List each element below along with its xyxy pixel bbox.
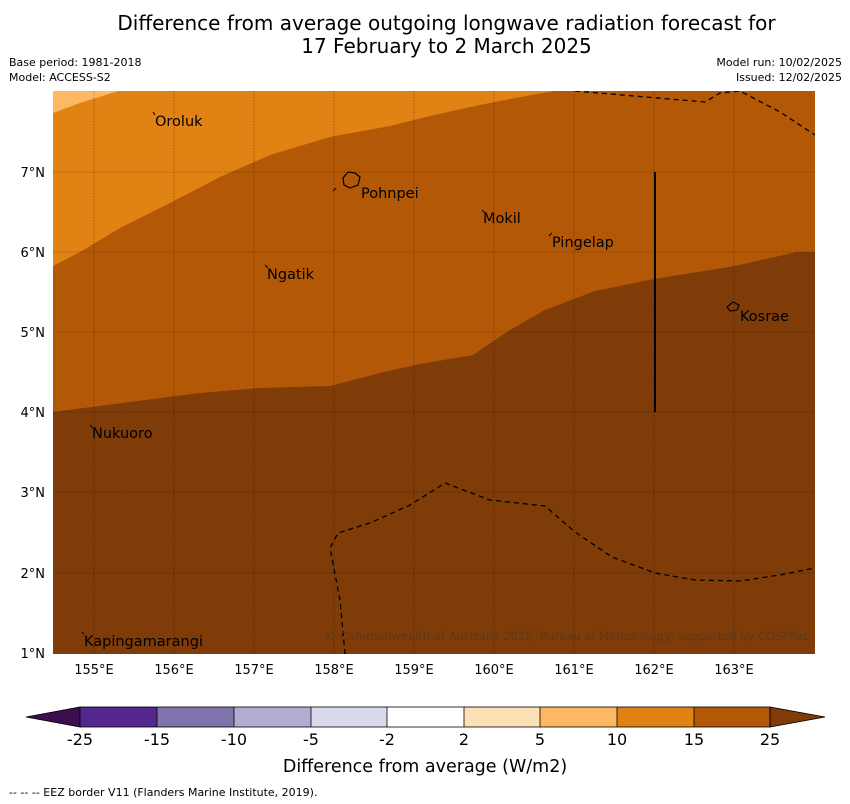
colorbar-bin-3 — [234, 707, 311, 727]
x-tick-156: 156°E — [154, 663, 194, 678]
colorbar: -25 -15 -10 -5 -2 2 5 10 15 25 Differenc… — [25, 706, 826, 777]
cb-tick-neg10: -10 — [221, 730, 247, 749]
cb-tick-10: 10 — [607, 730, 627, 749]
title-line-2: 17 February to 2 March 2025 — [301, 34, 592, 58]
colorbar-bin-5 — [387, 707, 464, 727]
colorbar-bin-8 — [617, 707, 694, 727]
colorbar-above-arrow — [769, 706, 826, 728]
cb-tick-neg2: -2 — [379, 730, 395, 749]
x-tick-159: 159°E — [394, 663, 434, 678]
label-oroluk: Oroluk — [155, 114, 203, 130]
map-area: Oroluk Pohnpei Mokil Pingelap Ngatik Kos… — [53, 91, 815, 654]
colorbar-bin-4 — [311, 707, 387, 727]
x-tick-158: 158°E — [314, 663, 354, 678]
region-10-15-ne — [555, 91, 815, 99]
colorbar-bin-2 — [157, 707, 234, 727]
x-tick-157: 157°E — [234, 663, 274, 678]
atoll-marks — [81, 111, 553, 635]
label-pingelap: Pingelap — [552, 235, 614, 251]
map-title: Difference from average outgoing longwav… — [0, 12, 850, 58]
cb-tick-25: 25 — [760, 730, 780, 749]
x-tick-162: 162°E — [634, 663, 674, 678]
colorbar-below-arrow — [25, 706, 81, 728]
model-name: Model: ACCESS-S2 — [9, 71, 111, 84]
model-run: Model run: 10/02/2025 — [716, 56, 842, 69]
y-tick-6n: 6°N — [21, 246, 46, 261]
y-tick-1n: 1°N — [21, 647, 46, 662]
y-tick-5n: 5°N — [21, 326, 46, 341]
eez-borders — [329, 91, 815, 654]
copyright-note: © Commonwealth of Australia 2025, Bureau… — [325, 629, 809, 643]
y-tick-2n: 2°N — [21, 567, 46, 582]
label-pohnpei: Pohnpei — [361, 186, 419, 202]
y-tick-3n: 3°N — [21, 486, 46, 501]
title-line-1: Difference from average outgoing longwav… — [117, 11, 776, 35]
graticule — [53, 91, 815, 654]
y-axis: 7°N 6°N 5°N 4°N 3°N 2°N 1°N — [21, 166, 46, 662]
region-15-25 — [53, 91, 815, 412]
label-nukuoro: Nukuoro — [92, 426, 153, 442]
x-axis: 155°E 156°E 157°E 158°E 159°E 160°E 161°… — [74, 663, 754, 678]
cb-tick-2: 2 — [459, 730, 469, 749]
y-tick-4n: 4°N — [21, 406, 46, 421]
meta-right: Model run: 10/02/2025 Issued: 12/02/2025 — [716, 55, 842, 85]
label-ngatik: Ngatik — [267, 267, 315, 283]
colorbar-bin-6 — [464, 707, 540, 727]
eez-footnote: -- -- -- EEZ border V11 (Flanders Marine… — [9, 786, 318, 799]
pohnpei-island — [342, 171, 361, 189]
cb-tick-neg5: -5 — [303, 730, 319, 749]
issued-date: Issued: 12/02/2025 — [735, 71, 842, 84]
y-tick-7n: 7°N — [21, 166, 46, 181]
region-5-10 — [53, 91, 118, 113]
base-period: Base period: 1981-2018 — [9, 56, 142, 69]
label-mokil: Mokil — [483, 211, 521, 227]
label-kapingamarangi: Kapingamarangi — [84, 634, 203, 650]
x-tick-163: 163°E — [714, 663, 754, 678]
kosrae-island — [726, 301, 740, 312]
cb-tick-5: 5 — [535, 730, 545, 749]
pohnpei-atoll — [332, 187, 337, 192]
colorbar-bin-7 — [540, 707, 617, 727]
label-kosrae: Kosrae — [740, 309, 789, 325]
cb-tick-15: 15 — [684, 730, 704, 749]
x-tick-160: 160°E — [474, 663, 514, 678]
x-tick-161: 161°E — [554, 663, 594, 678]
x-tick-155: 155°E — [74, 663, 114, 678]
colorbar-bin-1 — [80, 707, 157, 727]
cb-tick-neg15: -15 — [144, 730, 170, 749]
meta-left: Base period: 1981-2018 Model: ACCESS-S2 — [9, 55, 141, 85]
colorbar-bin-9 — [694, 707, 770, 727]
cb-tick-neg25: -25 — [67, 730, 93, 749]
region-10-15 — [53, 91, 555, 266]
colorbar-label: Difference from average (W/m2) — [283, 757, 567, 777]
